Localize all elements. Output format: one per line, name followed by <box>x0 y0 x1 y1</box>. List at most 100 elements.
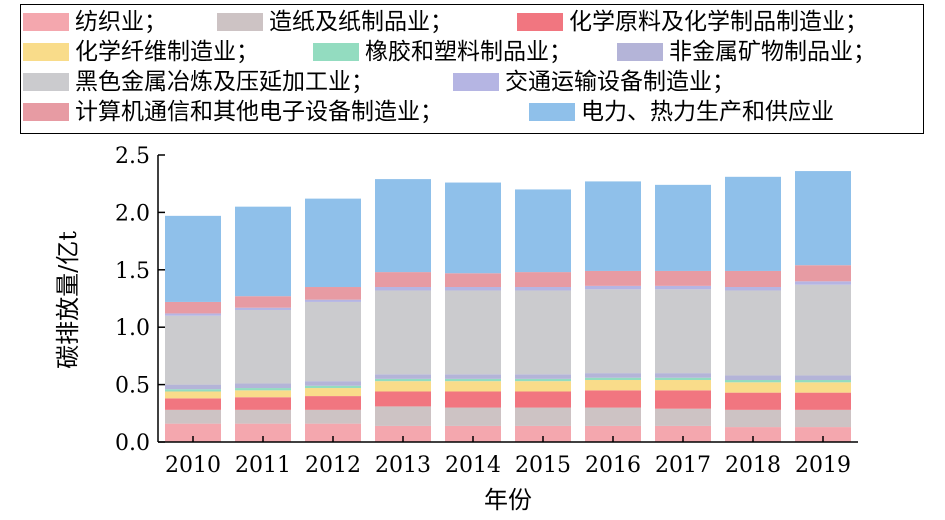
legend-swatch <box>313 43 359 61</box>
legend-swatch <box>453 73 499 91</box>
bar-segment-2011-s8 <box>235 296 291 308</box>
x-tick-label: 2012 <box>305 453 361 478</box>
bar-segment-2016-s9 <box>585 181 641 271</box>
legend-item-textile: 纺织业； <box>23 9 167 35</box>
bar-segment-2013-s7 <box>375 287 431 291</box>
bar-segment-2019-s7 <box>795 281 851 285</box>
x-tick-label: 2011 <box>235 453 291 478</box>
bar-segment-2018-s0 <box>725 427 781 442</box>
legend-label: 交通运输设备制造业； <box>505 69 735 95</box>
bar-segment-2012-s7 <box>305 299 361 302</box>
bars-group <box>165 171 851 442</box>
bar-segment-2017-s1 <box>655 408 711 426</box>
bar-stack-2018 <box>725 176 781 442</box>
bar-segment-2010-s9 <box>165 215 221 302</box>
bar-stack-2010 <box>165 215 221 442</box>
y-tick-label: 1.5 <box>115 259 150 284</box>
x-tick-label: 2017 <box>655 453 711 478</box>
x-tick-label: 2010 <box>165 453 221 478</box>
bar-segment-2018-s4 <box>725 380 781 383</box>
bar-segment-2013-s0 <box>375 425 431 442</box>
legend-item-transport-equipment: 交通运输设备制造业； <box>453 69 735 95</box>
bar-segment-2011-s2 <box>235 397 291 410</box>
y-tick-label: 0.5 <box>115 374 150 399</box>
legend-item-power-heat: 电力、热力生产和供应业 <box>529 99 834 125</box>
legend-label: 电力、热力生产和供应业 <box>581 99 834 125</box>
bar-segment-2011-s7 <box>235 307 291 310</box>
legend-item-paper: 造纸及纸制品业； <box>217 9 453 35</box>
bar-segment-2010-s6 <box>165 315 221 385</box>
bar-segment-2019-s4 <box>795 380 851 383</box>
bar-segment-2016-s2 <box>585 390 641 408</box>
bar-segment-2016-s8 <box>585 270 641 286</box>
legend-item-ferrous-metal: 黑色金属冶炼及压延加工业； <box>23 69 374 95</box>
bar-segment-2018-s9 <box>725 176 781 271</box>
legend-label: 非金属矿物制品业； <box>669 39 876 65</box>
bar-segment-2017-s3 <box>655 380 711 391</box>
y-tick-label: 2.5 <box>115 144 150 169</box>
bar-segment-2015-s6 <box>515 290 571 375</box>
bar-segment-2011-s0 <box>235 423 291 442</box>
bar-segment-2017-s9 <box>655 184 711 271</box>
legend-swatch <box>23 13 69 31</box>
legend-swatch <box>217 13 263 31</box>
y-tick-label: 0.0 <box>115 431 150 456</box>
bar-segment-2016-s0 <box>585 425 641 442</box>
bar-segment-2019-s6 <box>795 284 851 376</box>
bar-segment-2014-s8 <box>445 273 501 288</box>
bar-segment-2014-s2 <box>445 391 501 408</box>
bar-segment-2012-s1 <box>305 409 361 424</box>
bar-segment-2013-s4 <box>375 378 431 382</box>
bar-segment-2019-s9 <box>795 171 851 266</box>
bar-segment-2010-s7 <box>165 313 221 316</box>
bar-segment-2012-s0 <box>305 423 361 442</box>
bar-segment-2017-s7 <box>655 285 711 290</box>
bar-segment-2018-s5 <box>725 375 781 381</box>
legend-swatch <box>517 13 563 31</box>
x-tick-label: 2019 <box>795 453 851 478</box>
bar-segment-2013-s8 <box>375 272 431 288</box>
legend-swatch <box>617 43 663 61</box>
bar-segment-2010-s5 <box>165 384 221 390</box>
x-ticks-group: 2010 2011 2012 2013 2014 2015 2016 2017 2018 2019 <box>165 436 851 478</box>
bar-segment-2014-s0 <box>445 425 501 442</box>
bar-segment-2013-s6 <box>375 290 431 375</box>
bar-segment-2019-s8 <box>795 265 851 282</box>
legend-label: 化学原料及化学制品制造业； <box>569 9 868 35</box>
bar-segment-2015-s2 <box>515 391 571 408</box>
bar-segment-2016-s7 <box>585 285 641 290</box>
bar-segment-2014-s6 <box>445 290 501 375</box>
legend-label: 纺织业； <box>75 9 167 35</box>
bar-segment-2018-s8 <box>725 270 781 288</box>
y-ticks-group: 0.0 0.5 1.0 1.5 2.0 2.5 <box>115 144 165 456</box>
bar-segment-2016-s5 <box>585 373 641 378</box>
bar-segment-2014-s7 <box>445 287 501 291</box>
bar-segment-2010-s3 <box>165 391 221 399</box>
legend-item-chemical: 化学原料及化学制品制造业； <box>517 9 868 35</box>
bar-segment-2018-s3 <box>725 382 781 393</box>
bar-segment-2015-s0 <box>515 425 571 442</box>
bar-stack-2014 <box>445 182 501 442</box>
x-tick-label: 2015 <box>515 453 571 478</box>
bar-segment-2015-s5 <box>515 374 571 379</box>
legend-swatch <box>529 103 575 121</box>
bar-segment-2017-s2 <box>655 390 711 409</box>
bar-segment-2014-s4 <box>445 378 501 382</box>
bar-segment-2019-s2 <box>795 392 851 410</box>
legend-item-electronics: 计算机通信和其他电子设备制造业； <box>23 99 443 125</box>
bar-segment-2018-s7 <box>725 287 781 291</box>
bar-segment-2014-s1 <box>445 407 501 426</box>
bar-segment-2012-s5 <box>305 381 361 386</box>
bar-segment-2014-s3 <box>445 381 501 392</box>
bar-stack-2019 <box>795 171 851 442</box>
bar-segment-2010-s0 <box>165 423 221 442</box>
bar-segment-2015-s4 <box>515 378 571 382</box>
legend-label: 黑色金属冶炼及压延加工业； <box>75 69 374 95</box>
bar-stack-2015 <box>515 189 571 442</box>
bar-segment-2012-s3 <box>305 388 361 397</box>
bar-segment-2012-s4 <box>305 385 361 389</box>
legend-label: 造纸及纸制品业； <box>269 9 453 35</box>
bar-segment-2015-s9 <box>515 189 571 273</box>
bar-segment-2015-s1 <box>515 407 571 426</box>
